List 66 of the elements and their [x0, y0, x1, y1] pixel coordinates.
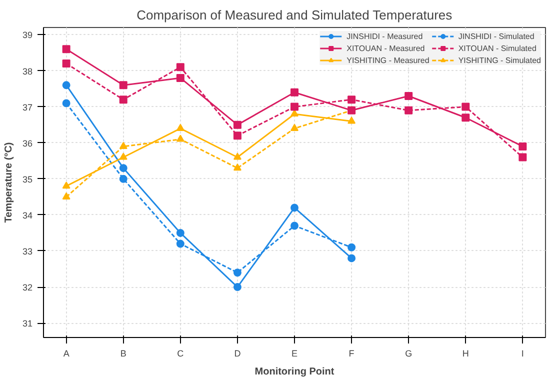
point — [233, 283, 242, 292]
point — [62, 60, 70, 68]
point — [462, 114, 470, 122]
point — [290, 222, 298, 230]
y-tick-label: 31 — [22, 318, 33, 329]
point — [233, 120, 242, 129]
y-tick-label: 39 — [22, 30, 33, 40]
point — [119, 164, 128, 172]
x-tick-label: I — [521, 348, 524, 358]
point — [233, 268, 242, 277]
point — [404, 92, 413, 100]
point — [348, 96, 356, 104]
x-tick-label: G — [405, 348, 412, 358]
y-axis-title: Temperature (°C) — [3, 142, 14, 223]
point — [348, 116, 356, 124]
x-tick-label: F — [348, 348, 355, 358]
legend-label: YISHITING - Simulated — [458, 55, 541, 65]
legend-label: XITOUAN - Measured — [346, 43, 425, 53]
point — [119, 96, 128, 104]
point — [119, 152, 128, 160]
point — [176, 228, 184, 237]
point — [62, 182, 70, 189]
y-tick-label: 38 — [22, 66, 33, 76]
point — [62, 192, 70, 200]
y-tick-label: 34 — [22, 210, 33, 220]
x-tick-label: H — [462, 348, 469, 358]
point — [176, 134, 184, 142]
point — [176, 74, 184, 82]
point — [233, 164, 242, 171]
x-tick-label: A — [63, 348, 70, 358]
point — [119, 174, 128, 183]
point — [404, 106, 413, 114]
point — [119, 142, 128, 149]
point — [348, 243, 356, 252]
y-tick-label: 32 — [22, 282, 33, 293]
point — [290, 124, 298, 131]
point — [462, 102, 470, 111]
chart-title: Comparison of Measured and Simulated Temperatures — [136, 8, 453, 22]
point — [62, 99, 70, 108]
y-tick-label: 37 — [22, 102, 33, 112]
point — [290, 88, 298, 96]
x-tick-label: B — [120, 348, 126, 358]
point — [290, 102, 298, 111]
x-tick-label: D — [234, 348, 242, 358]
y-tick-label: 35 — [22, 174, 33, 184]
x-tick-label: E — [292, 348, 298, 358]
point — [348, 254, 356, 262]
point — [290, 204, 298, 212]
legend-label: JINSHIDI - Simulated — [458, 31, 534, 41]
point — [176, 240, 184, 248]
point — [233, 132, 242, 140]
point — [62, 45, 70, 54]
x-axis-title: Monitoring Point — [254, 366, 335, 378]
legend-label: XITOUAN - Simulated — [458, 43, 536, 53]
x-tick-label: C — [177, 348, 184, 358]
point — [119, 81, 128, 90]
point — [176, 124, 184, 131]
point — [176, 63, 184, 72]
y-tick-label: 36 — [22, 138, 33, 148]
legend-label: JINSHIDI - Measured — [346, 31, 423, 41]
legend-label: YISHITING - Measured — [346, 55, 430, 65]
point — [62, 81, 70, 90]
point — [518, 153, 527, 162]
point — [233, 152, 242, 160]
point — [518, 142, 527, 150]
y-tick-label: 33 — [22, 246, 33, 256]
